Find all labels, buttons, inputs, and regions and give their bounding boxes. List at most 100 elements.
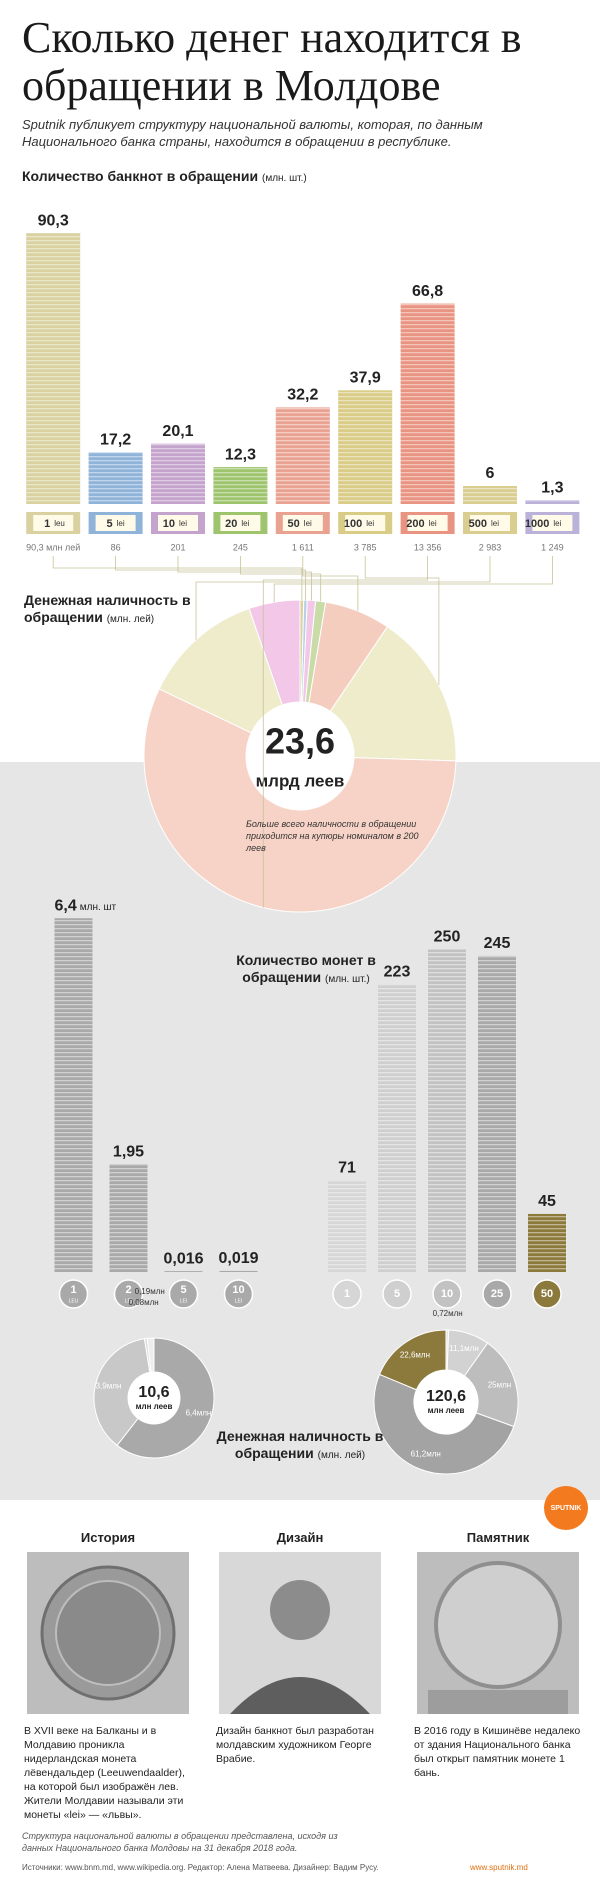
footer-site: www.sputnik.md <box>470 1863 528 1872</box>
value-label: 6 <box>486 465 495 482</box>
value-label: 0,72млн <box>433 1309 463 1318</box>
section-title: История <box>80 1530 136 1545</box>
value-unit: млн. шт <box>80 902 117 913</box>
value-label: 0,08млн <box>129 1298 159 1307</box>
pie-center <box>246 702 354 810</box>
category-unit: leu <box>54 519 65 528</box>
category-label: 25 <box>491 1288 503 1300</box>
category-unit: LEI <box>235 1298 243 1304</box>
section-title: Дизайн <box>276 1530 324 1545</box>
denomination-badge-inner <box>95 515 136 531</box>
value-label: 90,3 млн лей <box>26 542 80 552</box>
category-label: 10 <box>163 518 175 530</box>
bar-texture <box>151 443 205 504</box>
center-label: 23,6 <box>265 721 335 762</box>
logo-badge <box>544 1486 588 1530</box>
category-unit: LEU <box>69 1298 79 1304</box>
coin <box>113 1279 144 1309</box>
denomination-badge-inner <box>33 515 74 531</box>
pie-center <box>414 1370 478 1434</box>
category-label: 5 <box>106 518 112 530</box>
value-label: 3,9млн <box>96 1381 122 1390</box>
value-label: 61,2млн <box>411 1449 441 1458</box>
chart-title-block: Денежная наличность в обращении (млн. ле… <box>24 592 199 628</box>
coin <box>332 1279 362 1309</box>
bar-texture <box>109 1164 148 1272</box>
denomination-badge-inner <box>470 515 510 531</box>
portrait-head <box>270 1580 330 1640</box>
section-title: Памятник <box>466 1530 530 1545</box>
chart-title: Количество монет в обращении <box>236 952 376 985</box>
value-label: 0,016 <box>163 1250 203 1267</box>
value-label: 37,9 <box>350 370 381 387</box>
value-label: 32,2 <box>287 387 318 404</box>
bar-texture <box>378 984 416 1272</box>
value-label: 25млн <box>488 1380 511 1389</box>
denomination-badge-inner <box>345 515 386 531</box>
category-label: 1 <box>344 1288 350 1300</box>
value-label: 250 <box>434 929 461 946</box>
category-unit: lei <box>117 519 125 528</box>
value-label: 1 249 <box>541 542 564 552</box>
value-label: 1,3 <box>541 479 563 496</box>
category-unit: LEI <box>180 1298 188 1304</box>
category-unit: LEI <box>125 1298 133 1304</box>
bar-texture <box>88 452 143 504</box>
bar-texture <box>26 233 81 504</box>
bar-texture <box>54 918 93 1272</box>
logo: SPUTNIK <box>551 1505 582 1512</box>
chart-title: Количество банкнот в обращении <box>22 168 259 184</box>
denomination-badge-inner <box>532 515 573 531</box>
category-unit: lei <box>241 519 249 528</box>
category-label: 1000 <box>525 518 549 530</box>
coin <box>482 1279 512 1309</box>
bar-texture <box>528 1213 566 1272</box>
category-label: 5 <box>394 1288 400 1300</box>
section-text: В 2016 году в Кишинёве недалеко от здани… <box>414 1725 581 1779</box>
portrait-body <box>230 1677 370 1714</box>
value-label: 22,6млн <box>400 1351 430 1360</box>
chart-title: Денежная наличность в обращении <box>216 1428 384 1461</box>
denomination-badge-inner <box>158 515 198 531</box>
section-text: В XVII веке на Балканы и в Молдавию прон… <box>24 1725 185 1821</box>
monument-coin <box>434 1561 562 1689</box>
chart-unit: (млн. шт.) <box>261 173 307 184</box>
connector-line <box>262 556 429 908</box>
category-label: 2 <box>125 1284 131 1296</box>
bar-texture <box>219 1270 258 1272</box>
bar-texture <box>478 955 516 1272</box>
footer-credits: Источники: www.bnm.md, www.wikipedia.org… <box>22 1863 379 1872</box>
coin <box>532 1279 562 1309</box>
category-unit: lei <box>553 519 561 528</box>
coin <box>58 1279 89 1309</box>
category-label: 200 <box>406 518 424 530</box>
pie-center <box>128 1372 180 1424</box>
denomination-badge-inner <box>407 515 448 531</box>
category-unit: lei <box>429 519 437 528</box>
value-label: 2 983 <box>479 542 502 552</box>
chart-title-block: Количество монет в обращении (млн. шт.) <box>236 952 376 988</box>
value-label: 3 785 <box>354 542 377 552</box>
category-label: 1 <box>70 1284 76 1296</box>
denomination-badge-inner <box>282 515 323 531</box>
category-unit: lei <box>179 519 187 528</box>
bar-texture <box>400 303 455 504</box>
value-label: 17,2 <box>100 432 131 449</box>
value-label: 245 <box>484 935 511 952</box>
coin <box>168 1279 199 1309</box>
bar-texture <box>164 1271 203 1272</box>
category-label: 500 <box>469 518 487 530</box>
bar-texture <box>525 500 580 504</box>
value-label: 0,019 <box>218 1250 258 1267</box>
connector-line <box>302 556 359 612</box>
bar-texture <box>338 390 393 504</box>
category-unit: lei <box>491 519 499 528</box>
value-label: 12,3 <box>225 446 256 463</box>
annotation: Больше всего наличности в обращении прих… <box>246 819 419 853</box>
section-text: Дизайн банкнот был разработан молдавским… <box>216 1725 374 1765</box>
category-label: 5 <box>180 1284 186 1296</box>
connector-line <box>115 556 306 601</box>
